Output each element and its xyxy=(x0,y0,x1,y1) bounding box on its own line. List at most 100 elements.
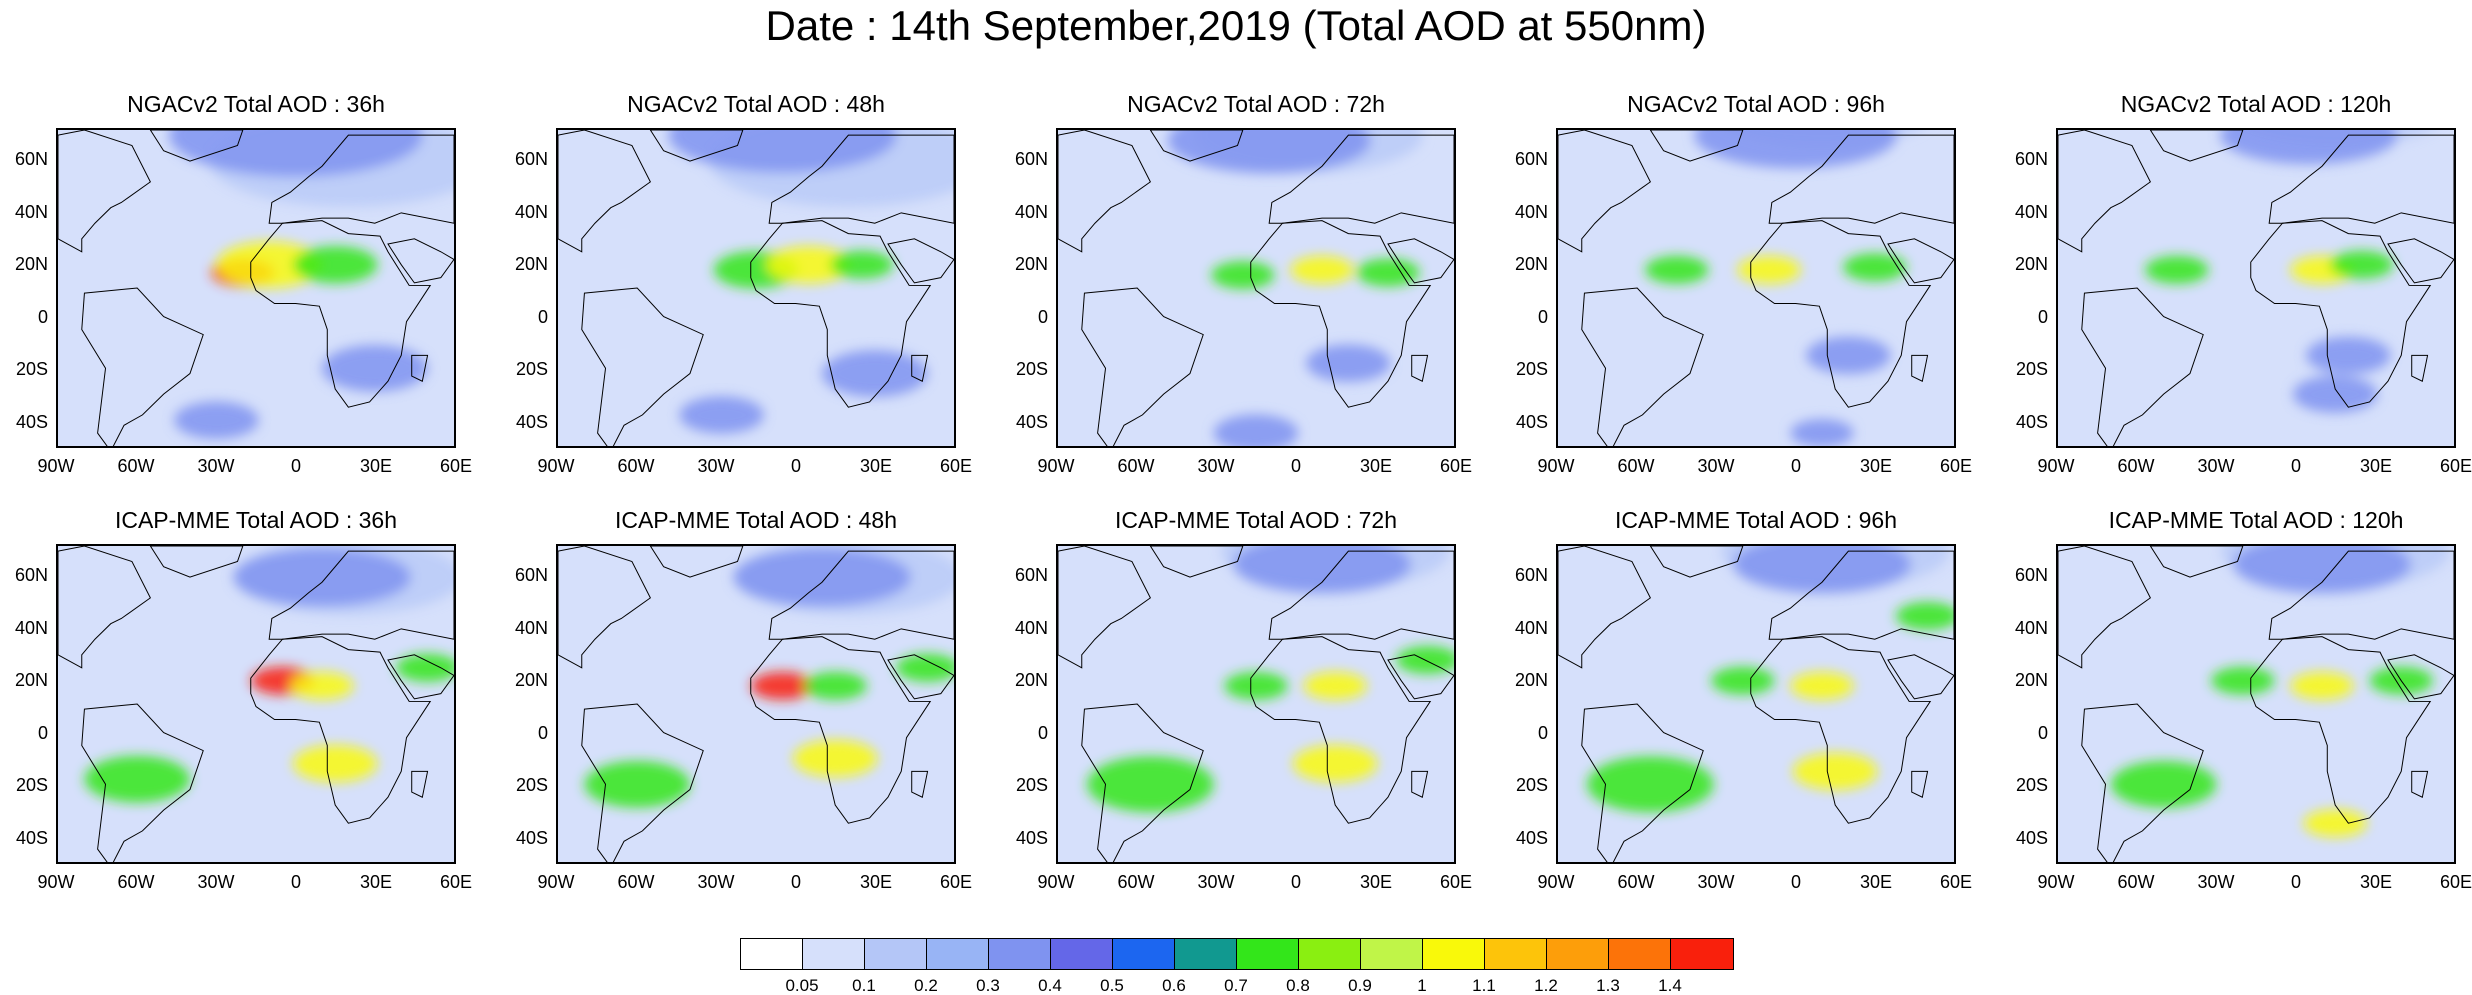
lat-tick-label: 20S xyxy=(15,775,48,796)
coastline-madag xyxy=(411,770,429,798)
panel-title: ICAP-MME Total AOD : 96h xyxy=(1614,507,1898,533)
coastline-africa xyxy=(2250,636,2432,824)
lon-tick-label: 30E xyxy=(2359,872,2393,892)
aod-plume xyxy=(1645,255,1709,284)
coastline-madag xyxy=(1911,354,1929,382)
coastline-africa xyxy=(2250,220,2432,408)
aod-plume xyxy=(584,760,690,808)
colorbar-swatch xyxy=(1299,939,1361,969)
coastline-greenland xyxy=(1149,546,1244,578)
coastline-arabia xyxy=(1387,238,1454,284)
lon-tick-label: 90W xyxy=(1537,456,1575,476)
lon-tick-label: 90W xyxy=(537,456,575,476)
lat-tick-label: 60N xyxy=(2014,565,2048,586)
lat-tick-label: 20N xyxy=(14,254,48,275)
lon-tick-label: 60E xyxy=(439,872,473,892)
aod-plume xyxy=(1737,255,1801,284)
colorbar-label: 1.2 xyxy=(1534,976,1558,995)
lon-tick-label: 30W xyxy=(2197,456,2235,476)
panel-title: ICAP-MME Total AOD : 48h xyxy=(614,507,898,533)
aod-field xyxy=(558,546,954,862)
coastline-greenland xyxy=(1149,130,1244,162)
coastline-arabia xyxy=(1887,654,1954,700)
aod-map xyxy=(1056,128,1456,448)
aod-plume xyxy=(2220,130,2398,165)
coastlines xyxy=(58,546,454,862)
lat-tick-label: 0 xyxy=(1037,306,1048,327)
colorbar-swatch xyxy=(1547,939,1609,969)
coastline-samerica xyxy=(2081,703,2204,862)
coastline-samerica xyxy=(2081,287,2204,446)
aod-field xyxy=(58,130,454,446)
aod-field xyxy=(558,130,954,446)
lon-tick-label: 30E xyxy=(1359,456,1393,476)
lat-tick-label: 20N xyxy=(2014,670,2048,691)
map-panel-icap-mme-72h: ICAP-MME Total AOD : 72h 60N 40N 20N 0 20S 40S… xyxy=(1000,506,1500,926)
aod-plume xyxy=(2329,250,2394,279)
coastline-madag xyxy=(2411,354,2429,382)
coastline-samerica xyxy=(1081,703,1204,862)
coastlines xyxy=(558,130,954,446)
coastline-europe xyxy=(1268,550,1454,640)
lon-tick-label: 90W xyxy=(2037,872,2075,892)
coastline-africa xyxy=(1750,636,1932,824)
colorbar-swatch xyxy=(865,939,927,969)
colorbar-label: 0.6 xyxy=(1162,976,1186,995)
coastline-madag xyxy=(1411,770,1429,798)
lon-tick-label: 90W xyxy=(1037,872,1075,892)
coastline-greenland xyxy=(149,130,244,162)
lon-tick-label: 60E xyxy=(2439,456,2472,476)
lon-tick-label: 0 xyxy=(2290,872,2301,892)
lat-tick-label: 60N xyxy=(1514,149,1548,170)
lon-tick-label: 30E xyxy=(359,456,393,476)
map-panel-ngacv2-36h: NGACv2 Total AOD : 36h 60N 40N 20N 0 20S 40S 90… xyxy=(0,90,500,510)
lat-tick-label: 40N xyxy=(514,617,548,638)
lon-tick-label: 30E xyxy=(2359,456,2393,476)
lon-tick-label: 0 xyxy=(2290,456,2301,476)
lon-tick-label: 0 xyxy=(1790,456,1801,476)
lat-tick-label: 20N xyxy=(514,254,548,275)
aod-field xyxy=(1558,130,1954,446)
coastline-europe xyxy=(1768,550,1954,640)
aod-field xyxy=(1058,130,1454,446)
aod-plume xyxy=(750,671,815,700)
lon-tick-label: 30W xyxy=(1697,872,1735,892)
coastline-greenland xyxy=(2149,546,2244,578)
coastlines xyxy=(1558,546,1954,862)
coastline-greenland xyxy=(149,546,244,578)
lon-tick-label: 30W xyxy=(1697,456,1735,476)
lon-tick-label: 30W xyxy=(197,456,235,476)
lat-tick-label: 0 xyxy=(2037,306,2048,327)
figure-title: Date : 14th September,2019 (Total AOD at… xyxy=(765,2,1707,49)
lon-tick-label: 60W xyxy=(2117,456,2155,476)
aod-plume xyxy=(1792,752,1878,791)
lat-tick-label: 40S xyxy=(15,411,48,432)
coastline-arabia xyxy=(387,654,454,700)
lat-tick-label: 20S xyxy=(2015,359,2048,380)
aod-plume xyxy=(84,755,190,803)
lon-tick-label: 60W xyxy=(617,456,655,476)
coastline-madag xyxy=(1411,354,1429,382)
aod-plumes xyxy=(84,546,454,803)
coastline-greenland xyxy=(2149,130,2244,162)
lon-tick-label: 30W xyxy=(697,456,735,476)
coastline-arabia xyxy=(887,238,954,284)
aod-map xyxy=(2056,128,2456,448)
map-panel-ngacv2-48h: NGACv2 Total AOD : 48h 60N 40N 20N 0 20S 40S 90… xyxy=(500,90,1000,510)
lat-tick-label: 0 xyxy=(1537,722,1548,743)
aod-plume xyxy=(2211,666,2275,695)
aod-plume xyxy=(1733,546,1911,594)
coastline-samerica xyxy=(581,703,704,862)
aod-plumes xyxy=(168,130,454,439)
colorbar xyxy=(740,938,1734,970)
coastlines xyxy=(1558,130,1954,446)
lon-tick-label: 30W xyxy=(697,872,735,892)
lon-tick-label: 30E xyxy=(1859,872,1893,892)
lon-tick-label: 0 xyxy=(790,872,801,892)
lat-tick-label: 40S xyxy=(1015,827,1048,848)
aod-map xyxy=(556,544,956,864)
aod-plume xyxy=(2145,255,2209,284)
coastline-namerica xyxy=(58,130,152,253)
aod-plume xyxy=(2292,375,2378,413)
aod-plume xyxy=(1224,671,1288,700)
